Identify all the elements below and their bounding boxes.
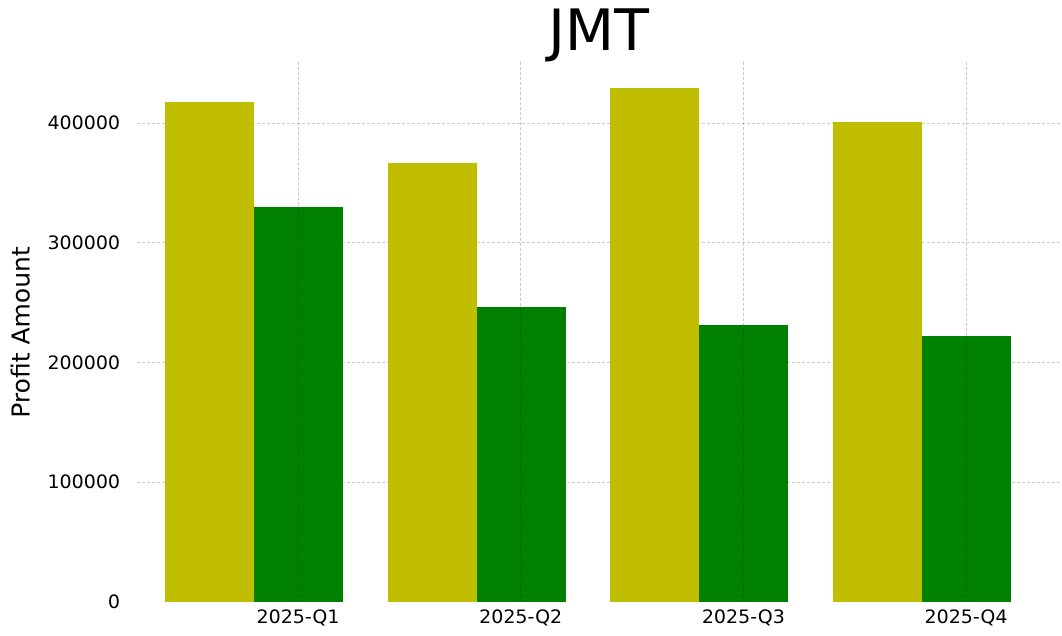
horizontal-gridline (137, 122, 1060, 124)
y-tick-label: 100000 (47, 471, 120, 494)
x-tick-label: 2025-Q3 (701, 606, 785, 628)
bar-2025-q1-yellow-series (165, 101, 254, 602)
x-tick-label: 2025-Q2 (479, 606, 563, 628)
x-tick-label: 2025-Q4 (924, 606, 1008, 628)
x-tick-label: 2025-Q1 (256, 606, 340, 628)
y-tick-label: 400000 (47, 112, 120, 135)
y-tick-label: 300000 (47, 231, 120, 254)
vertical-gridline (297, 62, 299, 602)
bar-2025-q2-yellow-series (387, 162, 477, 602)
bar-2025-q4-yellow-series (833, 121, 922, 602)
vertical-gridline (742, 62, 744, 602)
y-tick-label: 0 (107, 591, 120, 613)
bar-2025-q3-green-series (699, 325, 789, 602)
y-tick-label: 200000 (47, 351, 120, 374)
chart-title: JMT (548, 0, 649, 64)
bar-2025-q1-green-series (254, 206, 343, 602)
horizontal-gridline (137, 362, 1060, 364)
horizontal-gridline (137, 481, 1060, 483)
vertical-gridline (965, 62, 967, 602)
horizontal-gridline (137, 242, 1060, 244)
bar-2025-q2-green-series (476, 307, 566, 602)
bar-2025-q4-green-series (922, 336, 1011, 602)
vertical-gridline (520, 62, 522, 602)
bar-2025-q3-yellow-series (610, 88, 700, 602)
